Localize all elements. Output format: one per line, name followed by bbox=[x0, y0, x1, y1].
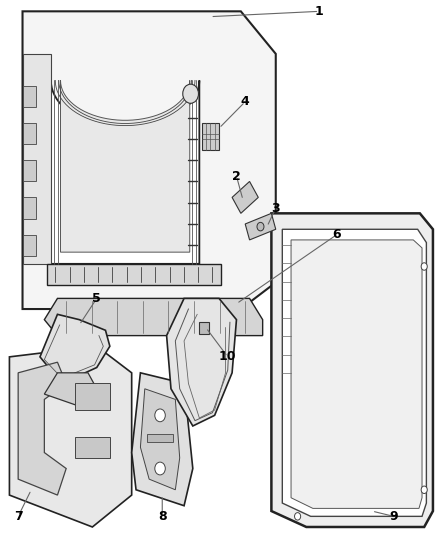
Polygon shape bbox=[201, 123, 219, 150]
Polygon shape bbox=[60, 80, 190, 252]
Circle shape bbox=[257, 222, 264, 231]
Circle shape bbox=[155, 462, 165, 475]
Polygon shape bbox=[51, 80, 199, 264]
Text: 5: 5 bbox=[92, 292, 101, 305]
Text: 6: 6 bbox=[332, 228, 341, 241]
Polygon shape bbox=[22, 54, 51, 264]
Bar bbox=[23, 160, 36, 181]
Circle shape bbox=[294, 513, 300, 520]
Polygon shape bbox=[44, 298, 263, 336]
Bar bbox=[23, 197, 36, 219]
Text: 8: 8 bbox=[158, 510, 166, 523]
Polygon shape bbox=[18, 362, 66, 495]
Bar bbox=[23, 123, 36, 144]
Text: 10: 10 bbox=[219, 350, 237, 364]
Polygon shape bbox=[40, 314, 110, 383]
Polygon shape bbox=[22, 11, 276, 309]
Circle shape bbox=[183, 84, 198, 103]
Text: 2: 2 bbox=[232, 169, 241, 183]
Text: 1: 1 bbox=[315, 5, 324, 18]
Bar bbox=[23, 86, 36, 107]
Text: 9: 9 bbox=[389, 510, 398, 523]
Circle shape bbox=[421, 263, 427, 270]
Polygon shape bbox=[132, 373, 193, 506]
Polygon shape bbox=[166, 298, 237, 426]
Polygon shape bbox=[245, 213, 276, 240]
Polygon shape bbox=[10, 346, 132, 527]
Bar bbox=[75, 383, 110, 410]
Bar bbox=[75, 437, 110, 458]
Polygon shape bbox=[46, 264, 221, 285]
Text: 3: 3 bbox=[272, 201, 280, 214]
Text: 7: 7 bbox=[14, 510, 22, 523]
Circle shape bbox=[421, 486, 427, 494]
Polygon shape bbox=[283, 229, 426, 516]
Bar bbox=[147, 434, 173, 442]
Circle shape bbox=[155, 409, 165, 422]
Bar bbox=[199, 322, 209, 334]
Bar bbox=[23, 235, 36, 256]
Polygon shape bbox=[291, 240, 422, 508]
Text: 4: 4 bbox=[241, 95, 250, 108]
Polygon shape bbox=[272, 213, 433, 527]
Polygon shape bbox=[141, 389, 180, 490]
Polygon shape bbox=[232, 181, 258, 213]
Polygon shape bbox=[44, 373, 97, 405]
